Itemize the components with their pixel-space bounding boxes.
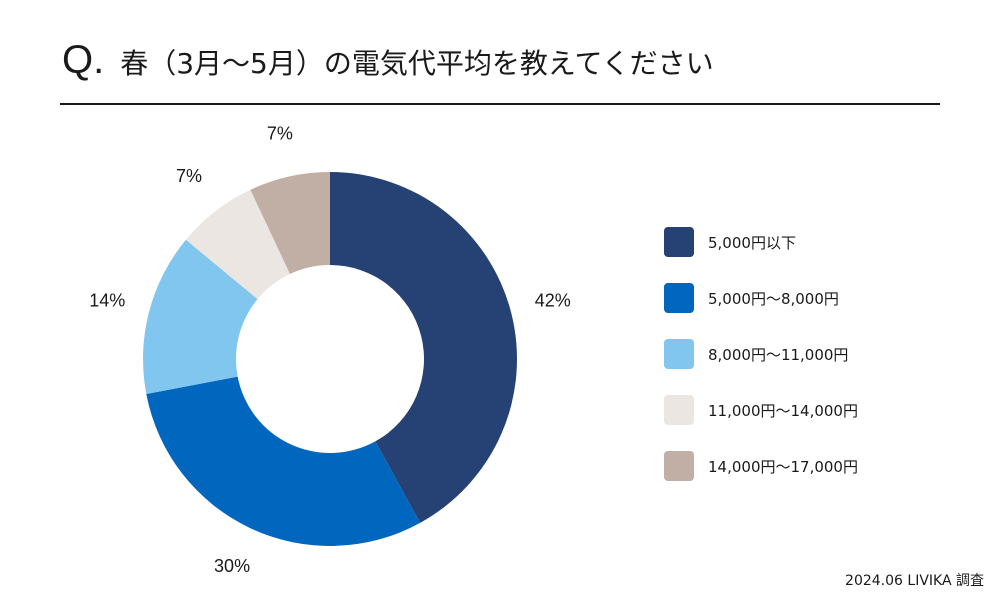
question-mark-label: Q.: [62, 38, 105, 82]
percentage-labels: 42% 30% 14% 7% 7%: [89, 123, 571, 576]
legend-label: 8,000円〜11,000円: [708, 345, 849, 364]
legend-item: 5,000円以下: [664, 226, 944, 258]
slice-percentage-label: 14%: [89, 291, 125, 311]
legend-swatch: [664, 339, 694, 369]
source-note: 2024.06 LIVIKA 調査: [845, 573, 984, 589]
slice-percentage-label: 30%: [214, 556, 250, 576]
legend-label: 14,000円〜17,000円: [708, 457, 858, 476]
legend-swatch: [664, 283, 694, 313]
slice-percentage-label: 42%: [535, 291, 571, 311]
legend-label: 11,000円〜14,000円: [708, 401, 858, 420]
legend-item: 8,000円〜11,000円: [664, 338, 944, 370]
donut-slice-2: [146, 376, 421, 546]
legend-item: 5,000円〜8,000円: [664, 282, 944, 314]
slice-percentage-label: 7%: [176, 166, 202, 186]
chart-title: Q. 春（3月〜5月）の電気代平均を教えてください: [62, 40, 714, 80]
legend-item: 14,000円〜17,000円: [664, 450, 944, 482]
donut-slice-5: [250, 172, 330, 274]
chart-legend: 5,000円以下 5,000円〜8,000円 8,000円〜11,000円 11,00…: [664, 226, 944, 506]
slice-percentage-label: 7%: [267, 123, 293, 143]
legend-label: 5,000円以下: [708, 233, 796, 252]
legend-item: 11,000円〜14,000円: [664, 394, 944, 426]
donut-slice-3: [142, 239, 258, 395]
legend-swatch: [664, 227, 694, 257]
legend-label: 5,000円〜8,000円: [708, 289, 839, 308]
legend-swatch: [664, 395, 694, 425]
title-divider: [60, 103, 940, 105]
donut-slice-1: [330, 172, 518, 523]
legend-swatch: [664, 451, 694, 481]
question-text: 春（3月〜5月）の電気代平均を教えてください: [120, 47, 714, 80]
donut-slices: [142, 172, 518, 546]
donut-slice-4: [185, 189, 290, 300]
